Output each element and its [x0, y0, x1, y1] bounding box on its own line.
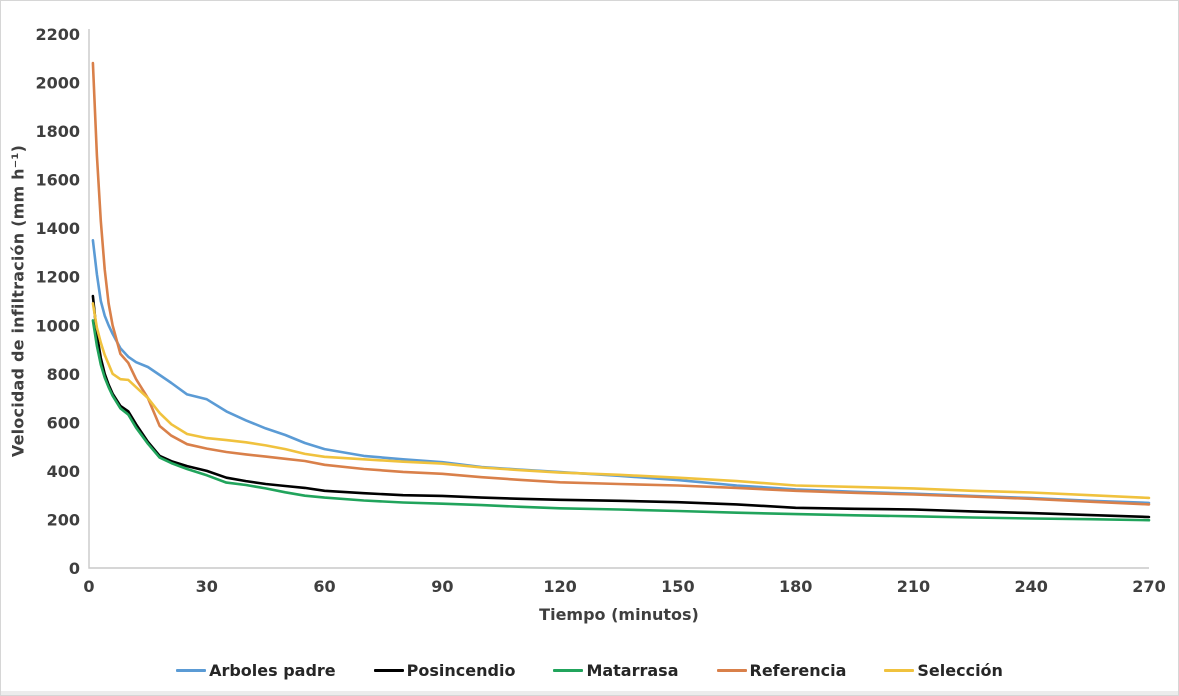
series-line-matarrasa	[91, 319, 1151, 522]
x-tick-label: 30	[196, 577, 218, 596]
y-tick-label: 600	[47, 413, 80, 432]
x-tick-label: 90	[431, 577, 453, 596]
x-tick-label: 210	[897, 577, 930, 596]
legend-label-matarrasa: Matarrasa	[586, 661, 679, 680]
y-tick-label: 1600	[35, 171, 80, 190]
legend-item-arboles-padre: Arboles padre	[176, 661, 336, 680]
x-tick-label: 150	[661, 577, 694, 596]
x-tick-label: 180	[779, 577, 812, 596]
legend-swatch-posincendio-icon	[373, 669, 404, 672]
y-tick-label: 2000	[35, 74, 80, 93]
legend-swatch-matarrasa-icon	[553, 669, 584, 672]
legend-label-posincendio: Posincendio	[406, 661, 516, 680]
y-axis-title: Velocidad de infiltración (mm h⁻¹)	[8, 144, 28, 458]
x-tick-label: 270	[1132, 577, 1165, 596]
y-tick-label: 800	[47, 365, 80, 384]
legend-item-seleccion: Selección	[884, 661, 1003, 680]
y-tick-label: 2200	[35, 25, 80, 44]
series-line-arboles-padre	[91, 239, 1151, 505]
x-tick-label: 60	[313, 577, 335, 596]
x-tick-label: 0	[83, 577, 94, 596]
legend-label-arboles-padre: Arboles padre	[209, 661, 336, 680]
series-line-seleccion	[91, 302, 1151, 500]
legend-swatch-seleccion-icon	[884, 669, 915, 672]
legend-swatch-referencia-icon	[716, 669, 747, 672]
y-tick-label: 1200	[35, 268, 80, 287]
legend-label-seleccion: Selección	[917, 661, 1003, 680]
y-tick-label: 400	[47, 462, 80, 481]
legend-swatch-arboles-padre-icon	[176, 669, 207, 672]
x-tick-label: 240	[1015, 577, 1048, 596]
y-tick-label: 1400	[35, 219, 80, 238]
x-tick-label: 120	[543, 577, 576, 596]
legend: Arboles padre Posincendio Matarrasa Refe…	[1, 661, 1178, 680]
legend-label-referencia: Referencia	[749, 661, 847, 680]
axis-lines	[88, 29, 1149, 569]
y-tick-label: 1000	[35, 316, 80, 335]
y-tick-label: 200	[47, 510, 80, 529]
legend-item-referencia: Referencia	[716, 661, 847, 680]
y-tick-label: 1800	[35, 122, 80, 141]
legend-item-posincendio: Posincendio	[373, 661, 516, 680]
y-tick-label: 0	[69, 559, 80, 578]
series-line-referencia	[91, 61, 1151, 506]
x-axis-title: Tiempo (minutos)	[539, 605, 699, 624]
legend-item-matarrasa: Matarrasa	[553, 661, 679, 680]
